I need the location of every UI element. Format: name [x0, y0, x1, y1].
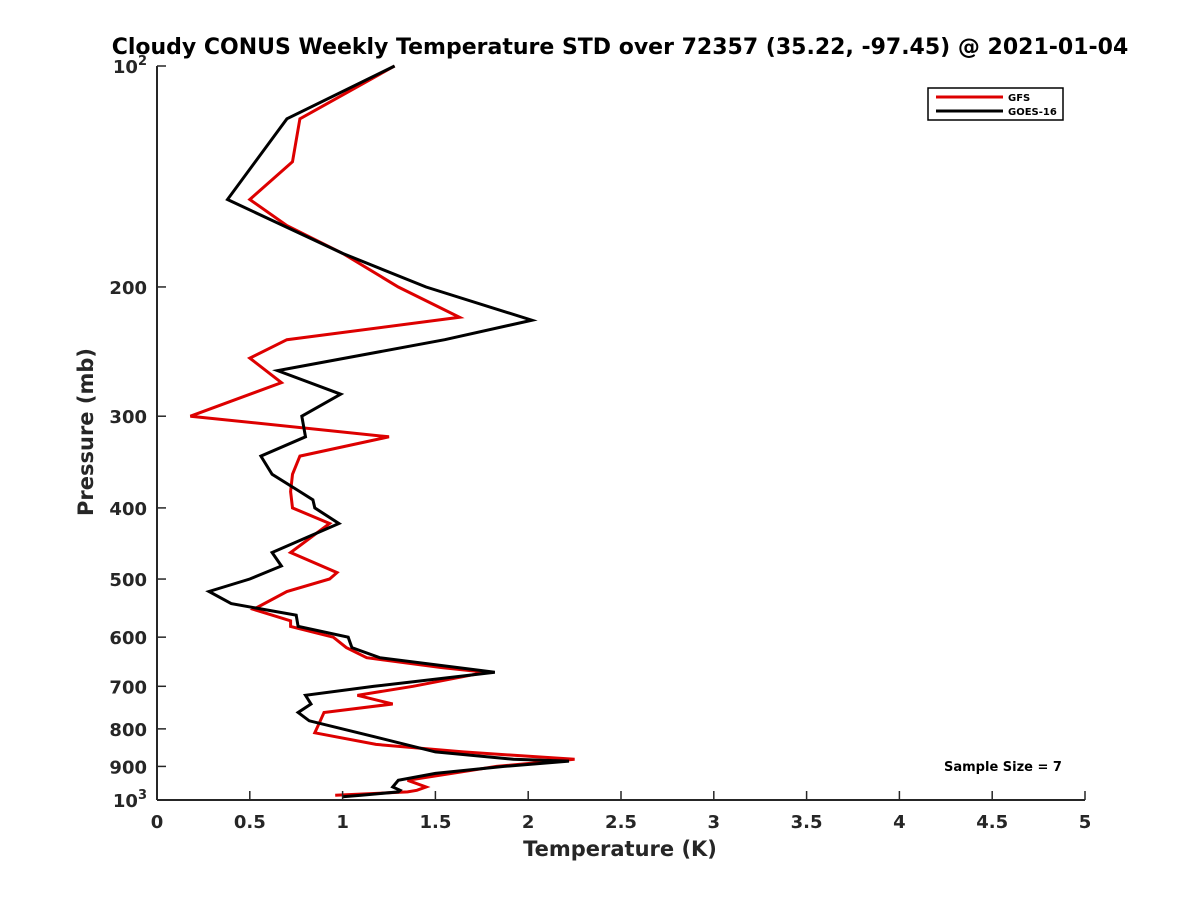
- y-tick-label: 102: [113, 54, 147, 78]
- y-tick-label: 800: [109, 720, 147, 741]
- y-tick-label: 500: [109, 570, 147, 591]
- chart-title: Cloudy CONUS Weekly Temperature STD over…: [112, 35, 1129, 60]
- x-tick-label: 3.5: [791, 812, 823, 833]
- y-tick-label: 700: [109, 677, 147, 698]
- x-axis-label: Temperature (K): [523, 837, 717, 861]
- x-tick-label: 2.5: [605, 812, 637, 833]
- y-tick-label: 600: [109, 628, 147, 649]
- y-tick-label: 200: [109, 278, 147, 299]
- plot-area: 0 0.5 1 1.5 2 2.5 3 3.5 4 4.5 5 102 200 300 400 500 600 7…: [109, 54, 1091, 833]
- legend: GFS GOES-16: [927, 87, 1064, 121]
- legend-box: [927, 87, 1064, 121]
- x-tick-label: 3: [708, 812, 721, 833]
- y-tick-label: 300: [109, 407, 147, 428]
- y-tick-label: 400: [109, 499, 147, 520]
- legend-label-goes16: GOES-16: [1008, 107, 1057, 118]
- y-tick-label: 900: [109, 757, 147, 778]
- x-tick-label: 4: [893, 812, 906, 833]
- x-tick-label: 5: [1079, 812, 1092, 833]
- x-tick-label: 0.5: [234, 812, 266, 833]
- y-axis-label: Pressure (mb): [74, 348, 98, 516]
- series-line-goes16: [205, 64, 570, 799]
- series-line-gfs: [189, 64, 575, 797]
- x-tick-label: 1.5: [419, 812, 451, 833]
- x-tick-label: 0: [151, 812, 164, 833]
- sample-size-annotation: Sample Size = 7: [944, 760, 1062, 775]
- y-tick-label: 103: [113, 788, 147, 812]
- legend-label-gfs: GFS: [1008, 93, 1030, 104]
- x-tick-label: 2: [522, 812, 535, 833]
- x-tick-label: 4.5: [976, 812, 1008, 833]
- x-tick-label: 1: [336, 812, 349, 833]
